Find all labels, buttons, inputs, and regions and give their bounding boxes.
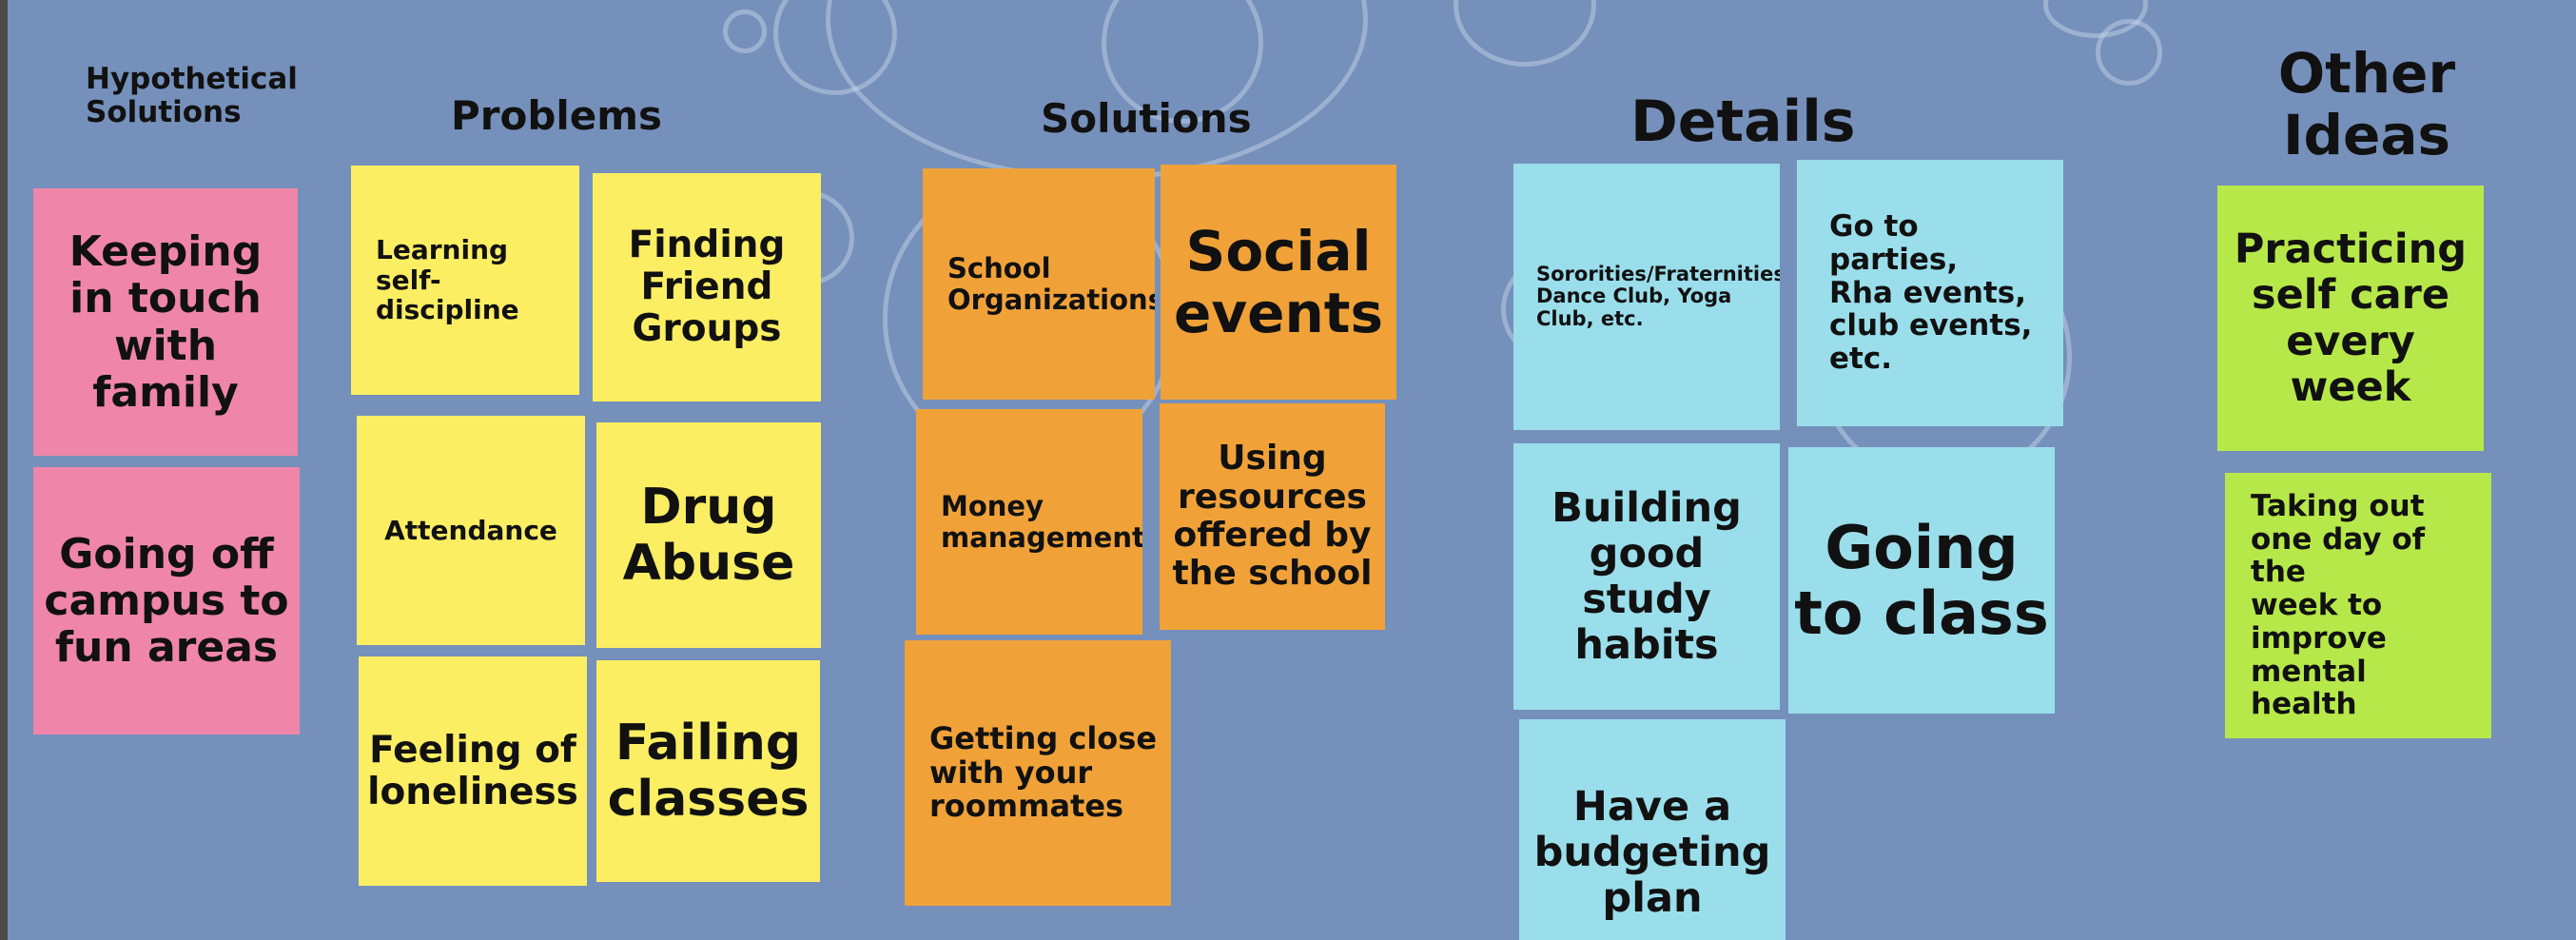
- sticky-note-text: Learning self-discipline: [376, 234, 519, 326]
- sticky-note-go-to-parties[interactable]: Go to parties, Rha events, club events, …: [1797, 160, 2063, 426]
- sticky-note-text: Failing classes: [607, 715, 810, 828]
- sticky-note-text: Drug Abuse: [622, 479, 795, 592]
- heading-solutions: Solutions: [1041, 95, 1252, 142]
- heading-hypothetical-solutions: Hypothetical Solutions: [86, 63, 298, 128]
- sticky-note-sororities-fraternities[interactable]: Sororities/Fraternities, Dance Club, Yog…: [1513, 164, 1780, 430]
- sticky-note-going-to-class[interactable]: Going to class: [1788, 447, 2055, 714]
- sticky-note-text: Building good study habits: [1551, 483, 1742, 670]
- decorative-bubble: [826, 0, 1368, 181]
- sticky-note-practicing-self-care[interactable]: Practicing self care every week: [2217, 186, 2484, 451]
- heading-details: Details: [1630, 88, 1856, 155]
- sticky-note-text: Feeling of loneliness: [367, 728, 578, 813]
- decorative-bubble: [1454, 0, 1596, 67]
- sticky-note-going-off-campus[interactable]: Going off campus to fun areas: [33, 467, 300, 734]
- sticky-note-text: Attendance: [384, 514, 557, 546]
- sticky-note-text: Practicing self care every week: [2234, 225, 2468, 411]
- sticky-note-text: Going off campus to fun areas: [44, 529, 289, 673]
- sticky-note-building-study-habits[interactable]: Building good study habits: [1513, 443, 1780, 710]
- sticky-note-text: Using resources offered by the school: [1172, 439, 1373, 594]
- sticky-note-drug-abuse[interactable]: Drug Abuse: [596, 422, 821, 648]
- sticky-note-text: Sororities/Fraternities, Dance Club, Yog…: [1536, 262, 1780, 330]
- sticky-note-text: Keeping in touch with family: [68, 226, 263, 417]
- heading-problems: Problems: [451, 92, 663, 139]
- sticky-note-text: Go to parties, Rha events, club events, …: [1829, 209, 2033, 377]
- sticky-note-taking-out-one-day[interactable]: Taking out one day of the week to improv…: [2225, 473, 2491, 738]
- decorative-bubble: [723, 10, 767, 53]
- sticky-note-text: Social events: [1173, 218, 1384, 345]
- sticky-note-failing-classes[interactable]: Failing classes: [596, 660, 820, 882]
- sticky-note-budgeting-plan[interactable]: Have a budgeting plan: [1519, 719, 1786, 940]
- sticky-note-money-management[interactable]: Money management: [916, 409, 1142, 635]
- sticky-note-text: Finding Friend Groups: [628, 224, 786, 350]
- sticky-note-using-resources[interactable]: Using resources offered by the school: [1160, 403, 1385, 630]
- sticky-note-learning-self-discipline[interactable]: Learning self-discipline: [351, 166, 579, 395]
- sticky-note-text: Taking out one day of the week to improv…: [2251, 488, 2426, 722]
- sticky-note-social-events[interactable]: Social events: [1161, 165, 1396, 400]
- sticky-note-text: School Organizations: [947, 252, 1155, 316]
- sticky-note-finding-friend-groups[interactable]: Finding Friend Groups: [593, 173, 821, 401]
- sticky-note-attendance[interactable]: Attendance: [357, 416, 585, 645]
- sticky-note-text: Have a budgeting plan: [1533, 782, 1771, 923]
- heading-hypothetical-solutions-text: Hypothetical Solutions: [86, 62, 298, 129]
- sticky-note-keeping-in-touch[interactable]: Keeping in touch with family: [33, 188, 298, 456]
- decorative-bubble: [2096, 19, 2162, 86]
- heading-other-ideas: Other Ideas: [2277, 41, 2456, 167]
- sticky-note-text: Getting close with your roommates: [929, 719, 1158, 825]
- sticky-note-text: Money management: [941, 490, 1142, 554]
- sticky-note-text: Going to class: [1794, 512, 2049, 648]
- decorative-bubble: [1102, 0, 1263, 124]
- sticky-note-getting-close-roommates[interactable]: Getting close with your roommates: [905, 640, 1171, 906]
- sticky-note-school-organizations[interactable]: School Organizations: [923, 168, 1155, 400]
- sticky-note-feeling-of-loneliness[interactable]: Feeling of loneliness: [359, 656, 587, 886]
